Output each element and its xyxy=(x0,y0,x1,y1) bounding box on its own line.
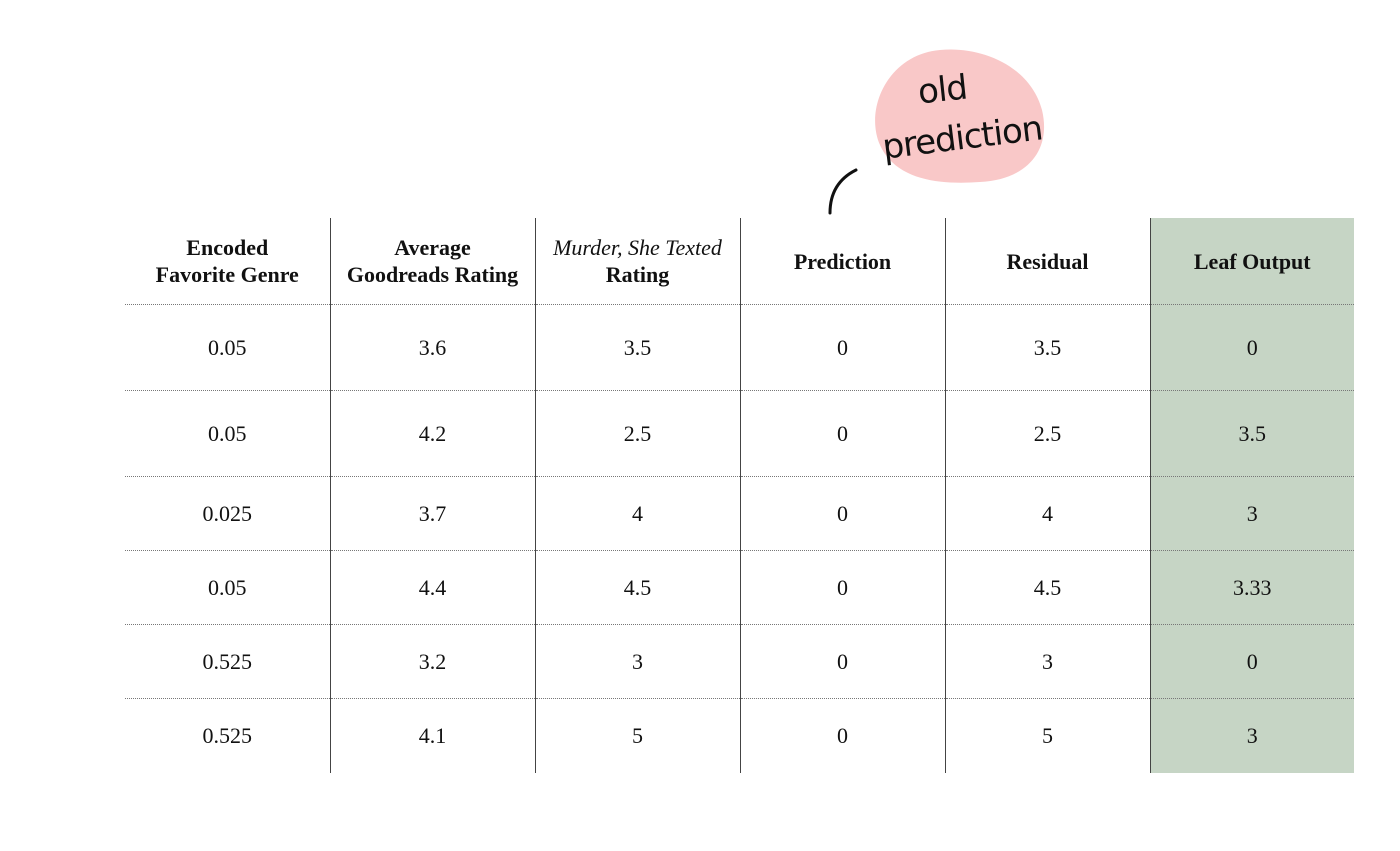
cell-prediction: 0 xyxy=(739,550,945,625)
cell-leaf-output: 0 xyxy=(1149,624,1354,699)
cell-residual: 4 xyxy=(944,476,1150,551)
annotation-arrow-icon xyxy=(828,168,858,215)
cell-residual: 5 xyxy=(944,698,1150,773)
cell-mst-rating: 5 xyxy=(534,698,740,773)
annotation-bubble-icon xyxy=(828,49,1045,215)
cell-prediction: 0 xyxy=(739,624,945,699)
header-text-1: Leaf Output xyxy=(1193,248,1311,274)
cell-mst-rating: 3 xyxy=(534,624,740,699)
header-murder-she-texted-rating: Murder, She Texted Rating xyxy=(534,218,740,305)
header-encoded-favorite-genre: Encoded Favorite Genre xyxy=(125,218,330,305)
cell-prediction: 0 xyxy=(739,304,945,391)
cell-average-rating: 4.1 xyxy=(329,698,535,773)
data-table: Encoded Favorite Genre Average Goodreads… xyxy=(125,218,1354,773)
cell-average-rating: 3.7 xyxy=(329,476,535,551)
cell-encoded-genre: 0.525 xyxy=(125,624,330,699)
cell-prediction: 0 xyxy=(739,390,945,477)
table-row: 0.525 4.1 5 0 5 3 xyxy=(125,698,1354,773)
cell-encoded-genre: 0.05 xyxy=(125,550,330,625)
header-text-1: Encoded xyxy=(186,235,269,260)
cell-average-rating: 3.2 xyxy=(329,624,535,699)
header-residual: Residual xyxy=(944,218,1150,305)
cell-average-rating: 3.6 xyxy=(329,304,535,391)
header-text-1: Murder, She Texted xyxy=(553,235,722,260)
header-text-2: Rating xyxy=(605,262,670,287)
annotation-line-1: old xyxy=(916,67,969,113)
header-text-2: Goodreads Rating xyxy=(346,262,519,287)
header-text-1: Residual xyxy=(1006,248,1089,274)
cell-prediction: 0 xyxy=(739,698,945,773)
cell-encoded-genre: 0.025 xyxy=(125,476,330,551)
table-row: 0.525 3.2 3 0 3 0 xyxy=(125,624,1354,699)
header-text-1: Prediction xyxy=(793,248,892,274)
header-leaf-output: Leaf Output xyxy=(1149,218,1354,305)
cell-mst-rating: 4 xyxy=(534,476,740,551)
header-prediction: Prediction xyxy=(739,218,945,305)
cell-residual: 3 xyxy=(944,624,1150,699)
cell-mst-rating: 4.5 xyxy=(534,550,740,625)
table-row: 0.05 4.2 2.5 0 2.5 3.5 xyxy=(125,390,1354,477)
cell-mst-rating: 3.5 xyxy=(534,304,740,391)
table-row: 0.025 3.7 4 0 4 3 xyxy=(125,476,1354,551)
header-average-goodreads-rating: Average Goodreads Rating xyxy=(329,218,535,305)
old-prediction-annotation: old prediction xyxy=(820,40,1060,230)
cell-leaf-output: 3.33 xyxy=(1149,550,1354,625)
cell-leaf-output: 3.5 xyxy=(1149,390,1354,477)
table-row: 0.05 3.6 3.5 0 3.5 0 xyxy=(125,304,1354,391)
cell-encoded-genre: 0.525 xyxy=(202,722,253,748)
cell-residual: 3.5 xyxy=(944,304,1150,391)
cell-residual: 2.5 xyxy=(944,390,1150,477)
cell-leaf-output: 3 xyxy=(1149,476,1354,551)
header-text-2: Favorite Genre xyxy=(155,262,299,287)
cell-prediction: 0 xyxy=(739,476,945,551)
cell-leaf-output: 0 xyxy=(1149,304,1354,391)
table-row: 0.05 4.4 4.5 0 4.5 3.33 xyxy=(125,550,1354,625)
cell-encoded-genre: 0.05 xyxy=(125,304,330,391)
header-row: Encoded Favorite Genre Average Goodreads… xyxy=(125,218,1354,305)
cell-leaf-output: 3 xyxy=(1149,698,1354,773)
cell-mst-rating: 2.5 xyxy=(534,390,740,477)
cell-average-rating: 4.2 xyxy=(329,390,535,477)
header-text-1: Average xyxy=(394,235,471,260)
cell-encoded-genre: 0.05 xyxy=(125,390,330,477)
cell-average-rating: 4.4 xyxy=(329,550,535,625)
cell-residual: 4.5 xyxy=(944,550,1150,625)
